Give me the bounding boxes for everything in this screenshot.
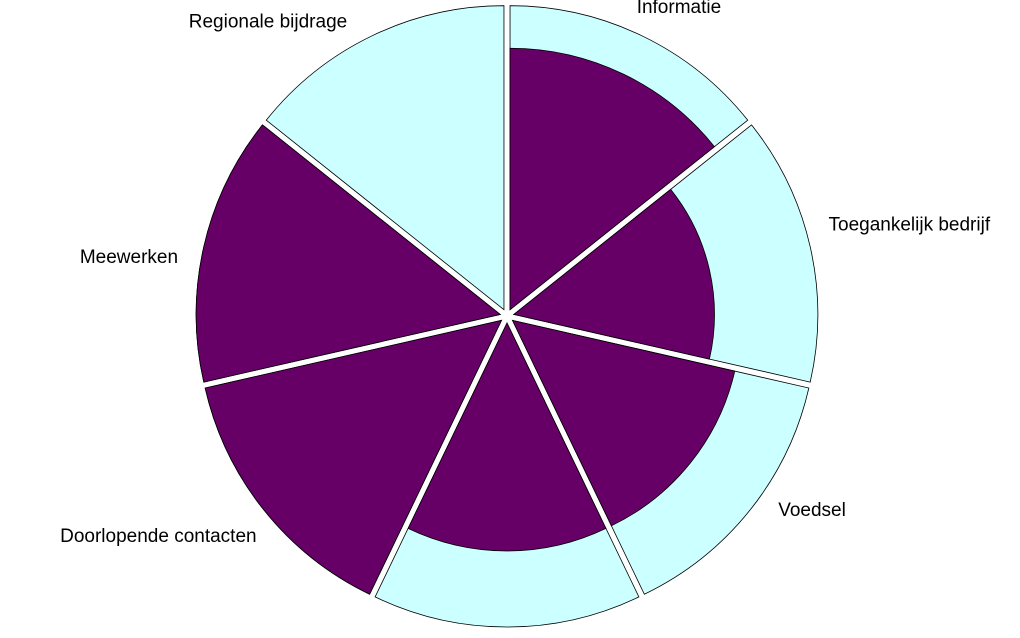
slice-background — [265, 5, 505, 311]
slice — [511, 319, 736, 527]
category-label: Meewerken — [80, 247, 178, 268]
slice — [509, 47, 716, 311]
category-label: Toegankelijk bedrijf — [829, 215, 991, 236]
category-label: Voedsel — [778, 500, 846, 521]
slice — [407, 322, 607, 552]
slice — [512, 188, 715, 360]
category-label: Doorlopende contacten — [60, 526, 256, 547]
slice — [204, 319, 503, 595]
category-label: Regionale bijdrage — [189, 12, 347, 33]
slice — [195, 124, 502, 383]
category-label: Informatie — [637, 0, 721, 18]
